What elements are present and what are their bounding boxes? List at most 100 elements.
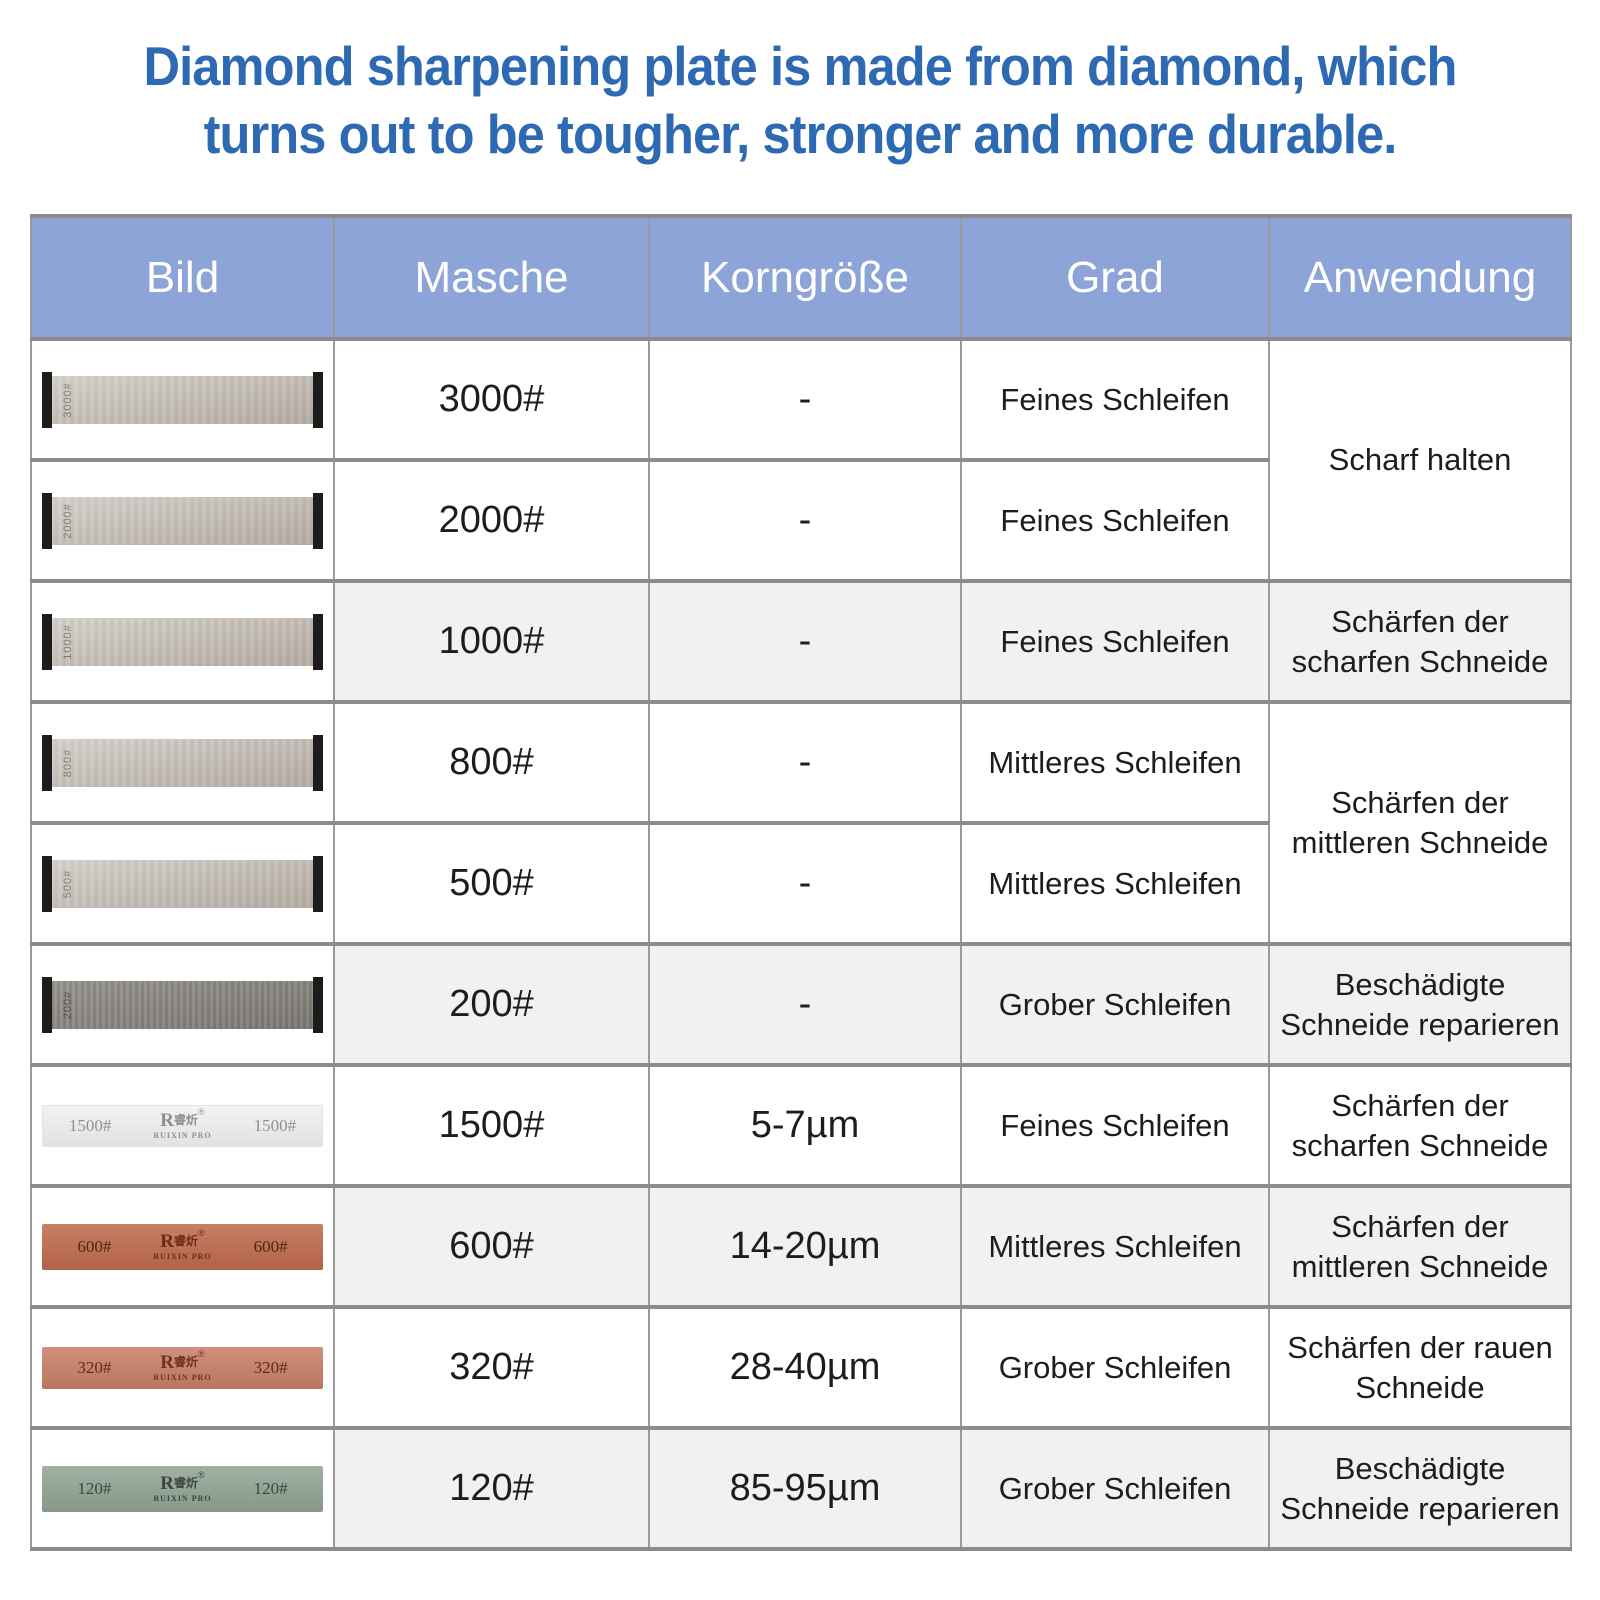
diamond-plate-image-1000: 1000# xyxy=(42,613,323,670)
table-row: 2000# 2000# - Feines Schleifen xyxy=(30,458,1571,583)
ruixin-pro-logo: R 睿炘 ® RUIXIN PRO xyxy=(153,1107,211,1140)
grain-value: - xyxy=(648,942,962,1067)
bild-cell: 1500# R 睿炘 ® RUIXIN PRO 1500# xyxy=(30,1063,335,1188)
application-value: Scharf halten xyxy=(1268,337,1572,583)
mesh-value: 1500# xyxy=(333,1063,650,1188)
logo-subtext: RUIXIN PRO xyxy=(153,1373,212,1382)
logo-r-glyph: R xyxy=(160,1110,175,1131)
table-row: 3000# 3000# - Feines Schleifen Scharf ha… xyxy=(30,337,1572,583)
bild-cell: 200# xyxy=(30,942,335,1067)
application-value: Schärfen der mittleren Schneide xyxy=(1268,700,1572,946)
application-value: Schärfen der scharfen Schneide xyxy=(1268,1063,1572,1188)
sharpening-stone-image-600: 600# R 睿炘 ® RUIXIN PRO 600# xyxy=(42,1223,323,1270)
logo-subtext: RUIXIN PRO xyxy=(153,1252,212,1261)
grain-value: - xyxy=(648,458,962,583)
table-row: 200# 200# - Grober Schleifen Beschädigte… xyxy=(30,942,1572,1067)
mesh-value: 500# xyxy=(333,821,650,946)
mesh-value: 320# xyxy=(333,1305,650,1430)
stone-grit-label: 120# xyxy=(77,1478,112,1498)
logo-cn-glyphs: 睿炘 xyxy=(174,1355,199,1369)
logo-r-glyph: R xyxy=(160,1352,175,1373)
diamond-plate-image-2000: 2000# xyxy=(42,492,323,549)
diamond-plate-image-200: 200# xyxy=(42,976,323,1033)
stone-grit-label: 120# xyxy=(253,1478,288,1498)
grain-value: 5-7µm xyxy=(648,1063,962,1188)
application-value: Schärfen der scharfen Schneide xyxy=(1268,579,1572,704)
mesh-value: 800# xyxy=(333,700,650,825)
ruixin-pro-logo: R 睿炘 ® RUIXIN PRO xyxy=(153,1228,212,1261)
bild-cell: 600# R 睿炘 ® RUIXIN PRO 600# xyxy=(30,1184,335,1309)
grade-value: Feines Schleifen xyxy=(960,1063,1270,1188)
sharpening-stone-image-120: 120# R 睿炘 ® RUIXIN PRO 120# xyxy=(42,1465,323,1512)
logo-cn-glyphs: 睿炘 xyxy=(174,1113,199,1127)
stone-grit-label: 600# xyxy=(253,1236,288,1256)
application-value: Schärfen der mittleren Schneide xyxy=(1268,1184,1572,1309)
stone-grit-label: 600# xyxy=(77,1236,112,1256)
table-row: 800# 800# - Mittleres Schleifen Schärfen… xyxy=(30,700,1572,946)
table-row: 600# R 睿炘 ® RUIXIN PRO 600# 600# 14-20µm… xyxy=(30,1184,1572,1309)
mesh-value: 600# xyxy=(333,1184,650,1309)
stone-grit-label: 320# xyxy=(77,1357,112,1377)
sharpening-stone-image-1500: 1500# R 睿炘 ® RUIXIN PRO 1500# xyxy=(42,1104,323,1147)
diamond-plate-image-3000: 3000# xyxy=(42,371,323,428)
sharpening-stone-image-320: 320# R 睿炘 ® RUIXIN PRO 320# xyxy=(42,1346,323,1389)
mesh-value: 1000# xyxy=(333,579,650,704)
application-value: Schärfen der rauen Schneide xyxy=(1268,1305,1572,1430)
grade-value: Mittleres Schleifen xyxy=(960,821,1270,946)
col-header-korngroesse: Korngröße xyxy=(648,214,962,341)
grain-value: - xyxy=(648,821,962,946)
plate-grit-vertical-label: 1000# xyxy=(62,623,74,660)
title-line-2: turns out to be tougher, stronger and mo… xyxy=(203,103,1398,165)
col-header-grad: Grad xyxy=(960,214,1270,341)
spec-table: Bild Masche Korngröße Grad Anwendung 300… xyxy=(30,214,1572,1551)
logo-subtext: RUIXIN PRO xyxy=(153,1494,212,1503)
registered-mark: ® xyxy=(198,1107,205,1117)
col-header-bild: Bild xyxy=(30,214,335,341)
registered-mark: ® xyxy=(198,1228,205,1238)
stone-grit-label: 1500# xyxy=(68,1115,112,1135)
mesh-value: 3000# xyxy=(333,337,650,462)
page-title: Diamond sharpening plate is made from di… xyxy=(64,32,1536,168)
logo-cn-glyphs: 睿炘 xyxy=(174,1234,199,1248)
ruixin-pro-logo: R 睿炘 ® RUIXIN PRO xyxy=(153,1470,212,1503)
table-row: 1000# 1000# - Feines Schleifen Schärfen … xyxy=(30,579,1572,704)
table-row: 320# R 睿炘 ® RUIXIN PRO 320# 320# 28-40µm… xyxy=(30,1305,1572,1430)
col-header-anwendung: Anwendung xyxy=(1268,214,1572,341)
diamond-plate-image-800: 800# xyxy=(42,734,323,791)
title-line-1: Diamond sharpening plate is made from di… xyxy=(143,35,1458,97)
plate-grit-vertical-label: 3000# xyxy=(62,381,74,418)
grain-value: - xyxy=(648,579,962,704)
diamond-plate-image-500: 500# xyxy=(42,855,323,912)
col-header-masche: Masche xyxy=(333,214,650,341)
grain-value: - xyxy=(648,337,962,462)
logo-r-glyph: R xyxy=(160,1473,175,1494)
grain-value: 28-40µm xyxy=(648,1305,962,1430)
grade-value: Grober Schleifen xyxy=(960,942,1270,1067)
ruixin-pro-logo: R 睿炘 ® RUIXIN PRO xyxy=(153,1349,212,1382)
registered-mark: ® xyxy=(198,1349,205,1359)
logo-r-glyph: R xyxy=(160,1231,175,1252)
mesh-value: 200# xyxy=(333,942,650,1067)
plate-grit-vertical-label: 2000# xyxy=(62,502,74,539)
logo-cn-glyphs: 睿炘 xyxy=(174,1476,199,1490)
bild-cell: 800# xyxy=(30,700,335,825)
bild-cell: 1000# xyxy=(30,579,335,704)
grade-value: Feines Schleifen xyxy=(960,579,1270,704)
table-row: 500# 500# - Mittleres Schleifen xyxy=(30,821,1571,946)
application-value: Beschädigte Schneide reparieren xyxy=(1268,942,1572,1067)
bild-cell: 120# R 睿炘 ® RUIXIN PRO 120# xyxy=(30,1426,335,1551)
plate-grit-vertical-label: 800# xyxy=(62,748,74,777)
grain-value: 85-95µm xyxy=(648,1426,962,1551)
grade-value: Mittleres Schleifen xyxy=(960,1184,1270,1309)
stone-grit-label: 1500# xyxy=(253,1115,297,1135)
bild-cell: 3000# xyxy=(30,337,335,462)
header-row: Bild Masche Korngröße Grad Anwendung xyxy=(30,214,1572,341)
mesh-value: 2000# xyxy=(333,458,650,583)
bild-cell: 2000# xyxy=(30,458,335,583)
grade-value: Grober Schleifen xyxy=(960,1305,1270,1430)
grade-value: Grober Schleifen xyxy=(960,1426,1270,1551)
stone-grit-label: 320# xyxy=(253,1357,288,1377)
table-row: 1500# R 睿炘 ® RUIXIN PRO 1500# 1500# 5-7µ… xyxy=(30,1063,1572,1188)
registered-mark: ® xyxy=(198,1470,205,1480)
plate-grit-vertical-label: 200# xyxy=(62,990,74,1019)
